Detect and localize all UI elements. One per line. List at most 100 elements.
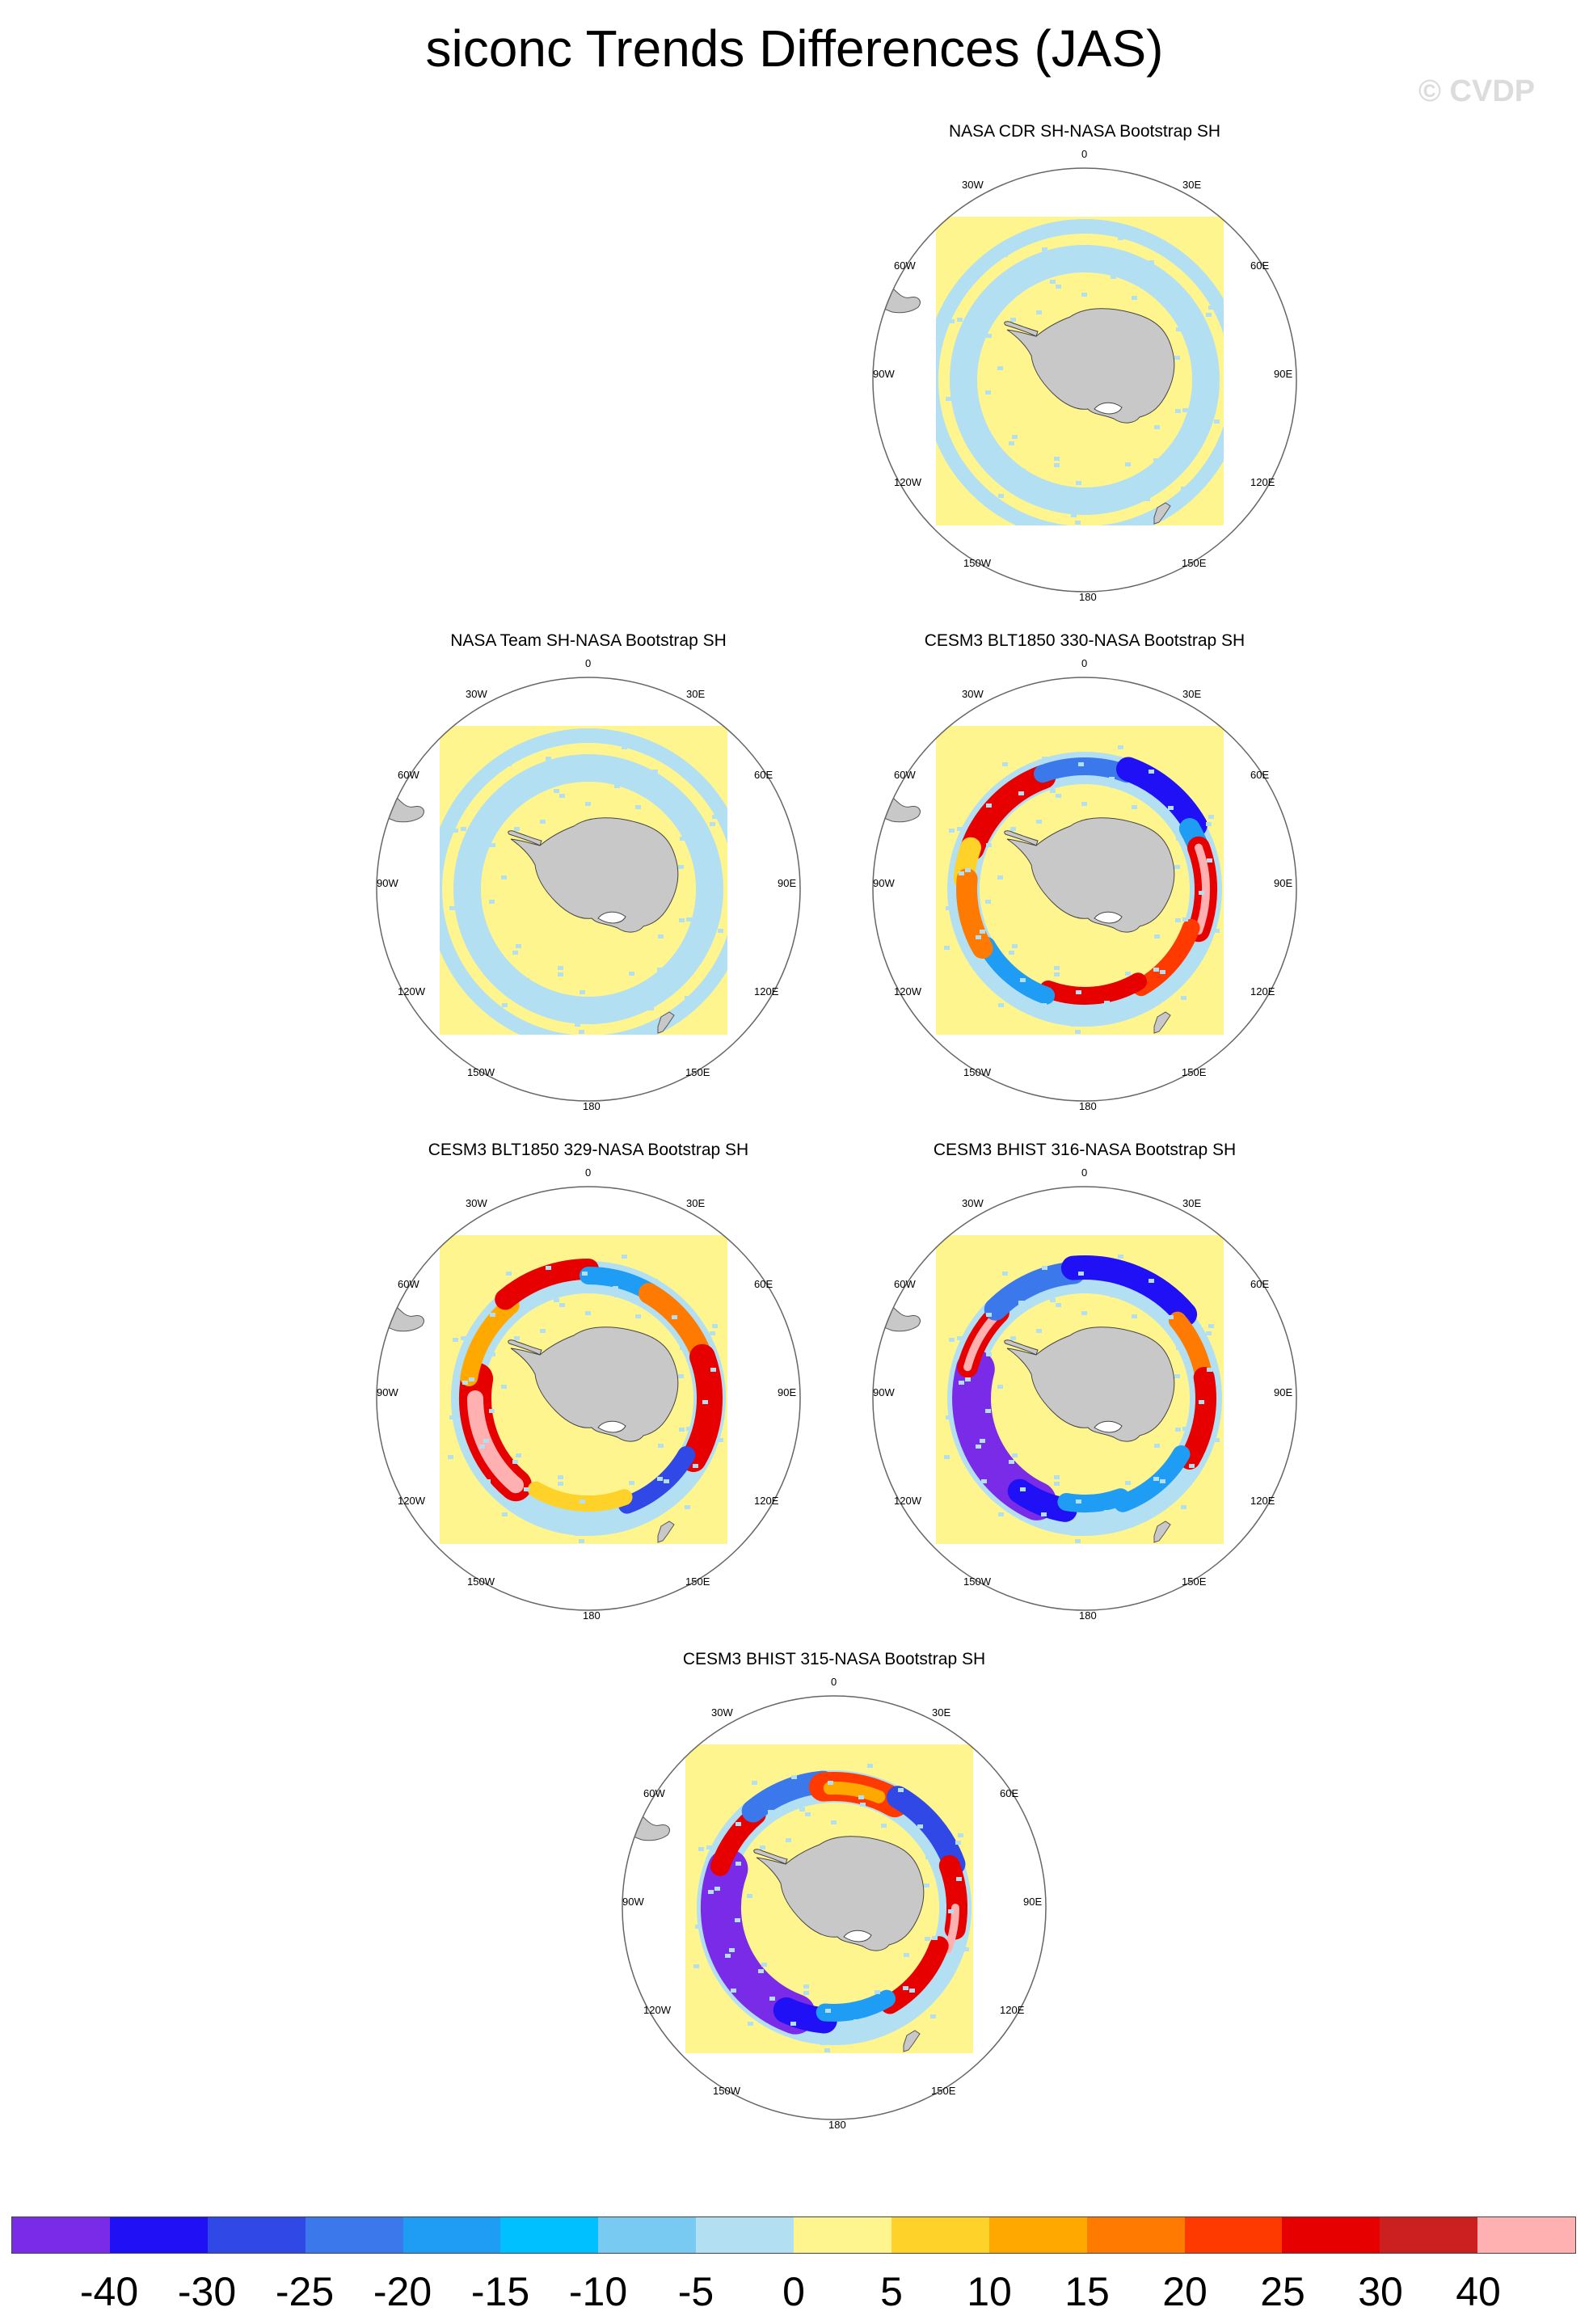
anomaly-speckle: [1199, 1400, 1204, 1404]
anomaly-speckle: [944, 946, 950, 950]
colorbar-swatch: [500, 2217, 599, 2253]
panel-title: CESM3 BLT1850 329-NASA Bootstrap SH: [428, 1141, 749, 1159]
anomaly-speckle: [1104, 1510, 1110, 1514]
colorbar-tick-label: 15: [1064, 2269, 1110, 2314]
anomaly-speckle: [1174, 1374, 1180, 1378]
anomaly-speckle: [490, 843, 495, 847]
colorbar-tick-label: 30: [1358, 2269, 1403, 2314]
anomaly-speckle: [1208, 306, 1214, 310]
anomaly-speckle: [820, 2041, 826, 2045]
anomaly-speckle: [1075, 1539, 1081, 1543]
anomaly-speckle: [545, 1003, 550, 1007]
anomaly-speckle: [1174, 356, 1180, 360]
longitude-label: 30E: [932, 1706, 951, 1719]
longitude-label: 180: [828, 2119, 846, 2131]
anomaly-speckle: [613, 1286, 618, 1290]
anomaly-speckle: [648, 1006, 654, 1010]
anomaly-speckle: [1109, 268, 1115, 272]
anomaly-speckle: [614, 784, 620, 788]
anomaly-speckle: [608, 1001, 613, 1005]
anomaly-speckle: [490, 1352, 495, 1356]
longitude-label: 0: [585, 1166, 592, 1179]
anomaly-band: [1114, 1445, 1191, 1512]
anomaly-speckle: [938, 1973, 944, 1977]
anomaly-speckle: [1054, 972, 1060, 976]
anomaly-speckle: [1182, 1427, 1188, 1431]
colorbar-labels: -40 -30 -25 -20 -15 -10 -5 0 5 10 15 20 25 30 40: [0, 2267, 1589, 2316]
anomaly-speckle: [1050, 789, 1056, 793]
anomaly-speckle: [1054, 1475, 1060, 1479]
map-panel: NASA CDR SH-NASA Bootstrap SH 0 30E 60E 90E…: [834, 122, 1335, 631]
anomaly-speckle: [558, 966, 563, 970]
anomaly-speckle: [559, 1303, 565, 1307]
anomaly-band: [460, 1297, 520, 1386]
anomaly-speckle: [708, 1890, 714, 1894]
anomaly-speckle: [1078, 253, 1084, 257]
map-panel: CESM3 BLT1850 329-NASA Bootstrap SH 0 30E…: [338, 1141, 839, 1649]
anomaly-speckle: [1232, 1403, 1237, 1407]
anomaly-speckle: [1054, 1482, 1060, 1486]
anomaly-band: [1195, 843, 1210, 935]
anomaly-speckle: [894, 2025, 900, 2029]
longitude-label: 30E: [1182, 1197, 1202, 1209]
anomaly-speckle: [506, 762, 512, 766]
map-boundary: [376, 677, 801, 1102]
anomaly-speckle: [959, 1381, 964, 1385]
anomaly-speckle: [1104, 1001, 1110, 1005]
anomaly-speckle: [1109, 777, 1115, 781]
anomaly-speckle: [714, 1887, 720, 1891]
anomaly-speckle: [490, 803, 495, 808]
anomaly-speckle: [909, 1989, 915, 1993]
anomaly-speckle: [479, 935, 485, 939]
anomaly-speckle: [652, 1279, 658, 1283]
anomaly-speckle: [679, 918, 685, 922]
anomaly-band: [453, 754, 724, 1024]
longitude-label: 30W: [962, 688, 984, 700]
anomaly-speckle: [695, 1925, 701, 1929]
anomaly-speckle: [502, 1512, 508, 1516]
anomaly-speckle: [554, 789, 559, 793]
longitude-label: 150W: [713, 2085, 740, 2097]
longitude-label: 150W: [467, 1575, 495, 1588]
anomaly-speckle: [1181, 487, 1186, 491]
anomaly-speckle: [664, 970, 669, 974]
anomaly-speckle: [485, 1479, 491, 1483]
longitude-label: 120E: [1000, 2004, 1025, 2016]
anomaly-speckle: [1182, 408, 1188, 412]
new-zealand-land: [903, 2030, 921, 2052]
longitude-label: 120W: [643, 2004, 671, 2016]
anomaly-speckle: [1149, 1279, 1154, 1283]
anomaly-speckle: [1054, 463, 1060, 467]
anomaly-speckle: [1041, 1512, 1047, 1516]
anomaly-speckle: [1111, 784, 1116, 788]
anomaly-speckle: [735, 1862, 741, 1866]
panel-title: CESM3 BLT1850 330-NASA Bootstrap SH: [924, 631, 1245, 650]
anomaly-speckle: [580, 990, 585, 994]
colorbar: [11, 2216, 1576, 2254]
anomaly-speckle: [449, 906, 455, 910]
longitude-label: 60E: [1250, 769, 1270, 781]
anomaly-speckle: [490, 1313, 495, 1317]
anomaly-speckle: [955, 1841, 961, 1845]
anomaly-band: [617, 1446, 696, 1514]
anomaly-speckle: [1153, 1477, 1159, 1481]
anomaly-speckle: [965, 359, 971, 363]
longitude-label: 60W: [643, 1787, 665, 1799]
anomaly-band: [956, 868, 993, 959]
longitude-label: 150W: [963, 1575, 991, 1588]
anomaly-speckle: [1182, 917, 1188, 922]
panel-title: CESM3 BHIST 315-NASA Bootstrap SH: [682, 1650, 986, 1668]
anomaly-speckle: [1114, 1040, 1119, 1044]
anomaly-speckle: [685, 996, 690, 1000]
anomaly-speckle: [863, 2058, 869, 2062]
anomaly-speckle: [1111, 1293, 1116, 1297]
anomaly-speckle: [485, 970, 491, 974]
longitude-label: 180: [1079, 1609, 1097, 1622]
anomaly-speckle: [1154, 425, 1160, 429]
anomaly-band: [816, 1989, 896, 2022]
anomaly-speckle: [635, 1314, 641, 1318]
longitude-label: 60E: [1000, 1787, 1019, 1799]
anomaly-speckle: [981, 461, 987, 465]
anomaly-speckle: [1020, 978, 1026, 982]
anomaly-speckle: [506, 1272, 512, 1276]
